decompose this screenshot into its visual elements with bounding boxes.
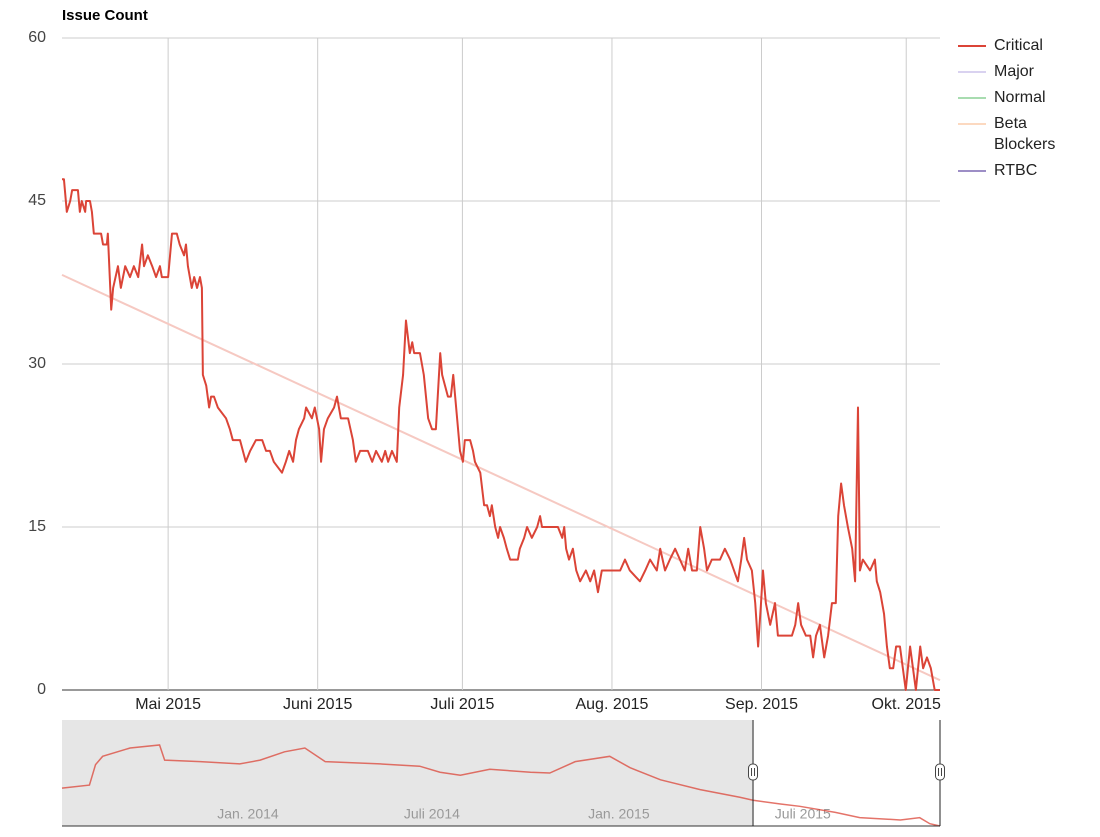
y-tick-label: 60 (28, 29, 46, 46)
legend-swatch (958, 71, 986, 73)
plot-area (61, 178, 941, 691)
navigator-tick-label: Jan. 2015 (588, 806, 650, 822)
navigator-tick-label: Jan. 2014 (217, 806, 279, 822)
navigator-line (61, 744, 941, 827)
legend: Critical Major Normal Beta Blockers RTBC (958, 35, 1078, 186)
legend-label: Major (994, 63, 1035, 80)
selection-handle[interactable] (935, 763, 945, 781)
y-tick-label: 45 (28, 192, 46, 209)
legend-item[interactable]: Beta Blockers (958, 113, 1078, 155)
legend-label: RTBC (994, 162, 1038, 179)
y-tick-label: 15 (28, 518, 46, 535)
selection-handle[interactable] (748, 763, 759, 781)
navigator-tick-label: Juli 2015 (775, 806, 831, 822)
x-tick-label: Juli 2015 (430, 696, 494, 713)
legend-label: Critical (994, 37, 1043, 54)
y-tick-label: 0 (37, 681, 46, 698)
x-tick-label: Aug. 2015 (575, 696, 648, 713)
legend-item[interactable]: Normal (958, 87, 1078, 108)
legend-item[interactable]: Critical (958, 35, 1078, 56)
grid: 0 15 30 45 60 Mai 2015 Juni 2015 Juli 2015 Aug. … (28, 29, 941, 713)
series-line (62, 178, 940, 691)
legend-item[interactable]: Major (958, 61, 1078, 82)
legend-label: Beta Blockers (994, 115, 1056, 153)
trend-line (61, 273, 941, 682)
x-tick-label: Juni 2015 (283, 696, 352, 713)
navigator-unselected (62, 720, 754, 826)
chart-title: Issue Count (62, 7, 148, 24)
legend-swatch (958, 45, 986, 47)
navigator-tick-label: Juli 2014 (404, 806, 460, 822)
legend-swatch (958, 97, 986, 99)
y-tick-label: 30 (28, 355, 46, 372)
legend-swatch (958, 170, 986, 172)
x-tick-label: Okt. 2015 (872, 696, 941, 713)
legend-swatch (958, 123, 986, 125)
navigator[interactable]: Jan. 2014 Juli 2014 Jan. 2015 Juli 2015 (61, 720, 945, 827)
x-tick-label: Mai 2015 (135, 696, 201, 713)
legend-label: Normal (994, 89, 1046, 106)
legend-item[interactable]: RTBC (958, 160, 1078, 181)
x-tick-label: Sep. 2015 (725, 696, 798, 713)
